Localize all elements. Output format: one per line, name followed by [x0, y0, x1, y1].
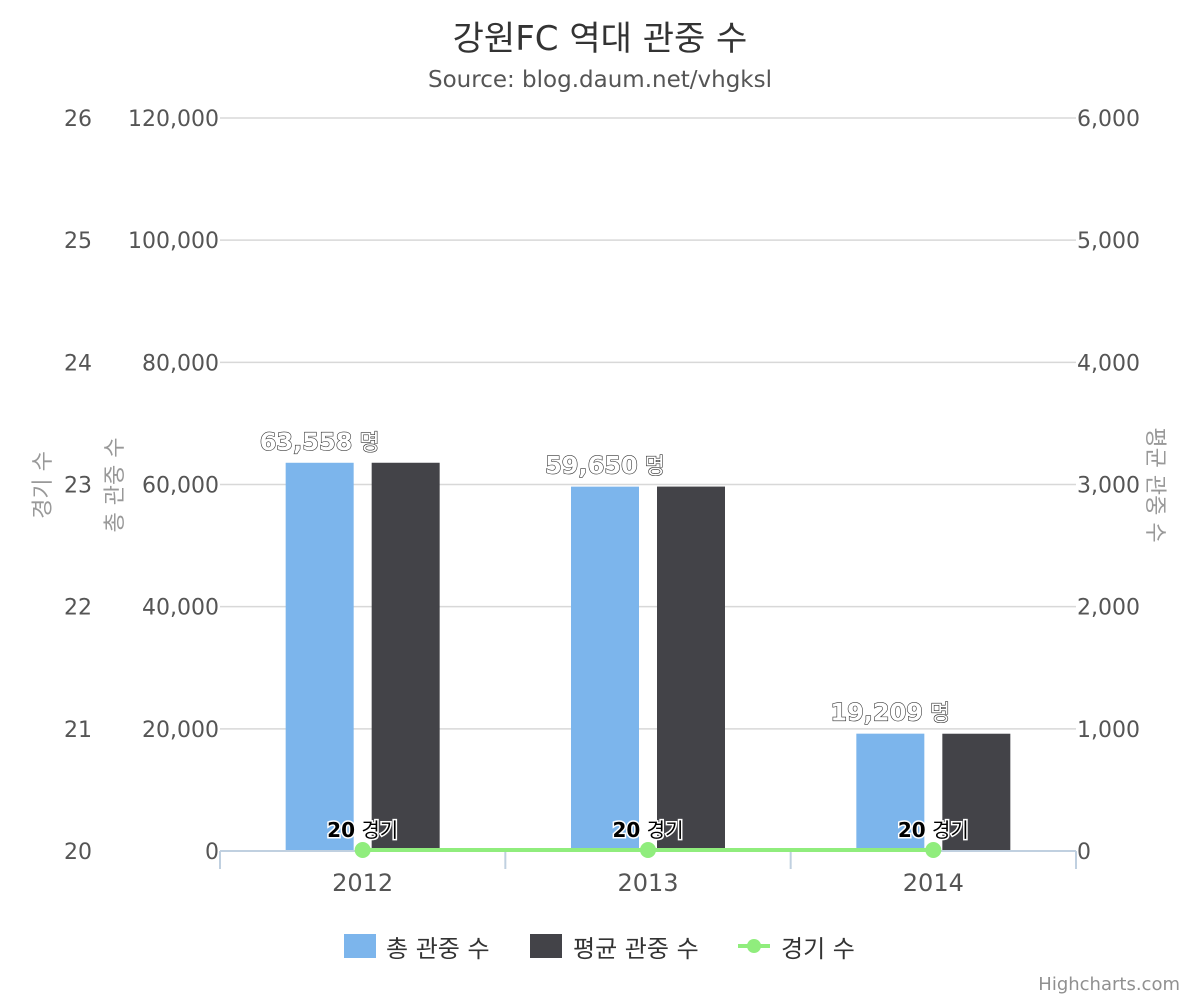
right-tick-label: 3,000 — [1077, 474, 1140, 499]
line-data-label: 20 경기 — [327, 818, 398, 842]
data-labels: 63,558 명 59,650 명 19,209 명 20 경기 20 경기 20 경기 — [259, 427, 970, 843]
left-inner-tick-label: 100,000 — [128, 229, 219, 254]
right-tick-label: 5,000 — [1077, 229, 1140, 254]
bar-average[interactable] — [942, 733, 1011, 851]
legend-label-games: 경기 수 — [781, 935, 855, 963]
x-tick-label: 2013 — [617, 869, 678, 897]
chart-subtitle: Source: blog.daum.net/vhgksl — [428, 67, 772, 93]
legend-label-average: 평균 관중 수 — [573, 935, 699, 963]
games-marker[interactable] — [925, 842, 942, 858]
left-inner-tick-label: 120,000 — [128, 107, 219, 132]
right-tick-label: 0 — [1077, 840, 1091, 865]
left-outer-tick-label: 24 — [64, 351, 92, 376]
bar-average[interactable] — [371, 462, 440, 851]
bar-total[interactable] — [856, 733, 925, 851]
left-inner-axis-title: 총 관중 수 — [103, 438, 128, 533]
bar-data-label: 19,209 명 — [830, 699, 950, 727]
legend-item-average[interactable]: 평균 관중 수 — [530, 934, 699, 963]
credits[interactable]: Highcharts.com — [1038, 974, 1180, 995]
left-inner-tick-label: 20,000 — [142, 718, 219, 743]
bar-series — [285, 462, 1011, 851]
left-inner-tick-label: 60,000 — [142, 474, 219, 499]
right-tick-label: 2,000 — [1077, 596, 1140, 621]
right-axis-ticks: 0 1,000 2,000 3,000 4,000 5,000 6,000 — [1077, 107, 1140, 865]
left-inner-tick-label: 0 — [205, 840, 219, 865]
right-tick-label: 4,000 — [1077, 351, 1140, 376]
right-axis-title: 평균 관중 수 — [1142, 427, 1167, 542]
left-outer-tick-label: 21 — [64, 718, 92, 743]
line-series — [354, 842, 942, 858]
left-outer-tick-label: 23 — [64, 474, 92, 499]
legend-swatch-average — [530, 934, 562, 958]
bar-data-label: 63,558 명 — [260, 428, 380, 456]
legend-item-games[interactable]: 경기 수 — [738, 935, 855, 963]
legend-item-total[interactable]: 총 관중 수 — [344, 934, 490, 963]
x-tick-label: 2014 — [903, 869, 964, 897]
left-inner-tick-label: 80,000 — [142, 351, 219, 376]
right-tick-label: 6,000 — [1077, 107, 1140, 132]
line-data-label: 20 경기 — [898, 818, 969, 842]
right-tick-label: 1,000 — [1077, 718, 1140, 743]
left-outer-tick-label: 25 — [64, 229, 92, 254]
x-tick-label: 2012 — [332, 869, 393, 897]
left-outer-axis-ticks: 20 21 22 23 24 25 26 — [64, 107, 92, 865]
games-marker[interactable] — [640, 842, 656, 858]
bar-data-label: 59,650 명 — [545, 452, 665, 480]
bar-total[interactable] — [571, 486, 639, 851]
legend: 총 관중 수 평균 관중 수 경기 수 — [344, 934, 855, 963]
left-inner-tick-label: 40,000 — [142, 596, 219, 621]
chart-title: 강원FC 역대 관중 수 — [453, 19, 748, 59]
bar-total[interactable] — [285, 462, 354, 851]
left-inner-axis-ticks: 0 20,000 40,000 60,000 80,000 100,000 120,000 — [128, 107, 219, 865]
line-data-label: 20 경기 — [612, 818, 683, 842]
left-outer-tick-label: 20 — [64, 840, 92, 865]
left-outer-tick-label: 22 — [64, 596, 92, 621]
left-outer-tick-label: 26 — [64, 107, 92, 132]
legend-swatch-total — [344, 934, 376, 958]
grid-lines — [220, 117, 1076, 730]
left-outer-axis-title: 경기 수 — [31, 451, 56, 519]
games-marker[interactable] — [354, 842, 371, 858]
bar-average[interactable] — [657, 486, 725, 851]
legend-label-total: 총 관중 수 — [386, 935, 490, 963]
legend-marker-games — [747, 939, 761, 953]
